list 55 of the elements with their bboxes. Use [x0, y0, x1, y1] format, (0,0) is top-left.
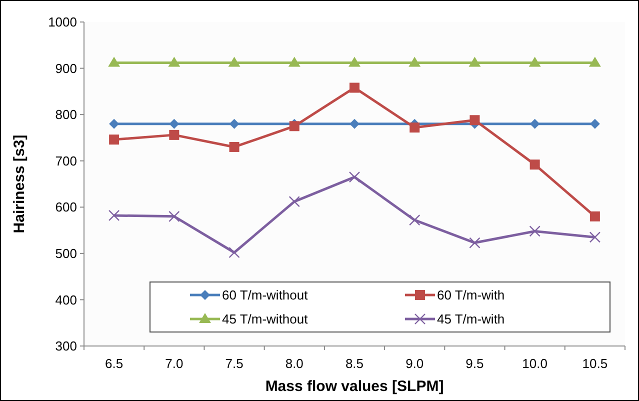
point [289, 121, 300, 132]
point [589, 232, 601, 243]
point [529, 226, 540, 237]
point [408, 56, 421, 67]
point [109, 118, 120, 129]
y-tick-label: 800 [55, 107, 77, 122]
point [409, 214, 420, 226]
point [169, 130, 180, 140]
point [229, 118, 240, 129]
point [229, 142, 240, 152]
y-tick-label: 600 [55, 200, 77, 215]
y-axis-title: Hairiness [s3] [11, 134, 28, 234]
point [530, 160, 540, 170]
point [288, 196, 300, 208]
point [410, 122, 420, 133]
point [288, 56, 300, 67]
y-tick-label: 300 [55, 338, 77, 354]
point [588, 56, 601, 67]
x-tick-label: 8.0 [285, 356, 304, 371]
legend-label: 60 T/m-without [222, 288, 308, 303]
point [590, 211, 600, 222]
y-tick-label: 1000 [48, 14, 77, 30]
legend-label: 60 T/m-with [437, 288, 505, 303]
point [168, 210, 180, 222]
point [108, 56, 120, 67]
point [528, 56, 541, 67]
point [530, 118, 540, 129]
x-tick-label: 7.5 [225, 356, 244, 371]
point [169, 118, 180, 129]
x-tick-label: 7.0 [165, 356, 184, 371]
y-tick-label: 500 [55, 246, 77, 261]
point [468, 56, 481, 67]
point [350, 82, 360, 93]
point [350, 118, 360, 129]
x-tick-label: 10.0 [522, 356, 548, 371]
point [228, 56, 240, 67]
point [469, 237, 480, 248]
point [348, 56, 360, 67]
point [168, 56, 180, 67]
x-tick-label: 8.5 [345, 356, 364, 371]
point [109, 134, 120, 145]
x-tick-label: 6.5 [105, 356, 124, 371]
point [108, 210, 120, 222]
point [590, 118, 600, 129]
x-tick-label: 9.5 [466, 356, 484, 371]
point [348, 171, 360, 183]
legend-label: 45 T/m-with [437, 312, 505, 327]
y-tick-label: 400 [55, 292, 77, 308]
legend-label: 45 T/m-without [222, 312, 308, 327]
x-tick-label: 9.0 [406, 356, 424, 371]
x-axis-title: Mass flow values [SLPM] [265, 378, 444, 395]
x-tick-label: 10.5 [582, 356, 608, 371]
point [470, 115, 480, 126]
y-tick-label: 700 [55, 153, 77, 168]
y-tick-label: 900 [55, 60, 77, 76]
